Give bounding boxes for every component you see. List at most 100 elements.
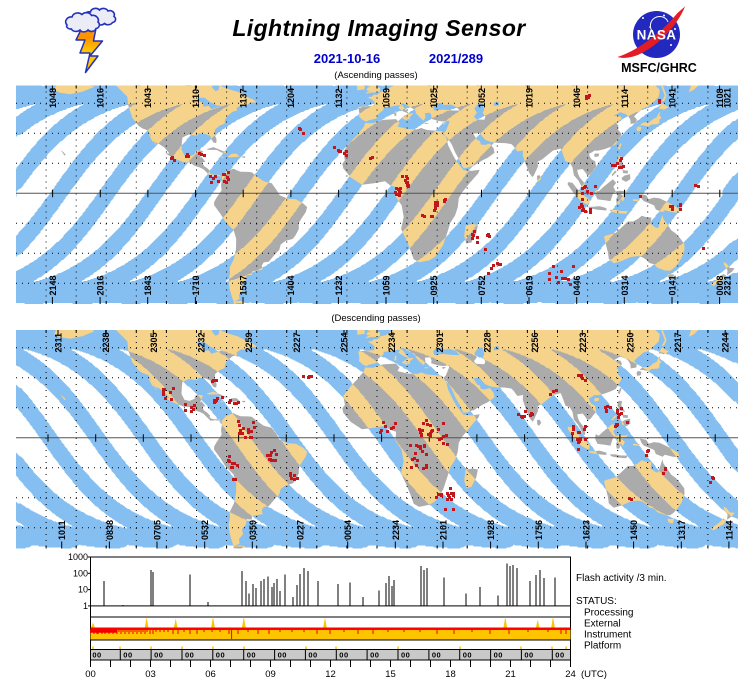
svg-text:0314: 0314 xyxy=(620,275,630,295)
svg-text:2021-10-16: 2021-10-16 xyxy=(314,51,381,66)
svg-text:0446: 0446 xyxy=(572,275,582,295)
svg-text:2244: 2244 xyxy=(721,332,731,352)
svg-text:1108: 1108 xyxy=(715,88,725,108)
svg-text:2305: 2305 xyxy=(149,332,159,352)
svg-text:21: 21 xyxy=(505,669,516,680)
svg-text:Flash activity /3 min.: Flash activity /3 min. xyxy=(576,573,667,584)
svg-text:1843: 1843 xyxy=(143,275,153,295)
svg-text:15: 15 xyxy=(385,669,396,680)
svg-text:0532: 0532 xyxy=(200,520,210,540)
svg-text:24: 24 xyxy=(565,669,576,680)
svg-text:06: 06 xyxy=(205,669,216,680)
svg-text:1059: 1059 xyxy=(382,275,392,295)
svg-text:1046: 1046 xyxy=(572,88,582,108)
svg-text:00: 00 xyxy=(278,651,287,660)
svg-text:1623: 1623 xyxy=(582,520,592,540)
svg-text:0359: 0359 xyxy=(248,520,258,540)
svg-text:00: 00 xyxy=(308,651,317,660)
svg-text:2234: 2234 xyxy=(387,332,397,352)
svg-text:00: 00 xyxy=(92,651,101,660)
svg-text:MSFC/GHRC: MSFC/GHRC xyxy=(621,61,697,75)
svg-text:1021: 1021 xyxy=(723,88,733,108)
svg-text:00: 00 xyxy=(185,651,194,660)
svg-text:2321: 2321 xyxy=(723,275,733,295)
svg-text:Processing: Processing xyxy=(584,608,633,619)
svg-text:2256: 2256 xyxy=(530,332,540,352)
svg-text:1025: 1025 xyxy=(429,88,439,108)
svg-text:External: External xyxy=(584,619,621,630)
svg-text:0619: 0619 xyxy=(525,275,535,295)
svg-text:0141: 0141 xyxy=(668,275,678,295)
svg-text:1048: 1048 xyxy=(48,88,58,108)
svg-text:00: 00 xyxy=(216,651,225,660)
svg-text:1041: 1041 xyxy=(668,88,678,108)
svg-text:00: 00 xyxy=(339,651,348,660)
svg-text:00: 00 xyxy=(524,651,533,660)
svg-text:03: 03 xyxy=(145,669,156,680)
svg-text:2217: 2217 xyxy=(673,332,683,352)
svg-text:00: 00 xyxy=(555,651,564,660)
svg-text:1450: 1450 xyxy=(629,520,639,540)
svg-text:NASA: NASA xyxy=(637,28,677,43)
svg-text:10: 10 xyxy=(78,585,88,595)
svg-text:0008: 0008 xyxy=(715,275,725,295)
svg-text:1019: 1019 xyxy=(525,88,535,108)
svg-text:2238: 2238 xyxy=(101,332,111,352)
svg-text:1132: 1132 xyxy=(334,88,344,108)
svg-text:1110: 1110 xyxy=(191,89,201,108)
svg-text:2232: 2232 xyxy=(197,332,207,352)
svg-text:(Descending passes): (Descending passes) xyxy=(331,313,420,324)
svg-text:1137: 1137 xyxy=(239,88,249,108)
svg-text:(UTC): (UTC) xyxy=(581,669,607,680)
svg-text:2223: 2223 xyxy=(578,332,588,352)
svg-text:1114: 1114 xyxy=(620,89,630,108)
svg-text:1: 1 xyxy=(83,601,88,611)
svg-text:1043: 1043 xyxy=(143,88,153,108)
svg-text:STATUS:: STATUS: xyxy=(576,596,617,607)
svg-text:00: 00 xyxy=(123,651,132,660)
svg-text:2227: 2227 xyxy=(292,332,302,352)
svg-text:09: 09 xyxy=(265,669,276,680)
svg-text:1404: 1404 xyxy=(286,275,296,295)
svg-text:2228: 2228 xyxy=(482,332,492,352)
svg-text:1710: 1710 xyxy=(191,275,201,295)
svg-text:2016: 2016 xyxy=(96,275,106,295)
svg-text:Lightning Imaging Sensor: Lightning Imaging Sensor xyxy=(232,15,526,41)
svg-text:0925: 0925 xyxy=(429,275,439,295)
svg-text:0227: 0227 xyxy=(296,520,306,540)
svg-text:00: 00 xyxy=(494,651,503,660)
svg-text:1011: 1011 xyxy=(57,520,67,540)
svg-text:1204: 1204 xyxy=(286,88,296,108)
svg-text:1756: 1756 xyxy=(534,520,544,540)
svg-text:1000: 1000 xyxy=(68,552,88,562)
svg-text:2311: 2311 xyxy=(54,333,64,353)
svg-text:00: 00 xyxy=(370,651,379,660)
svg-text:2254: 2254 xyxy=(340,332,350,352)
svg-text:0838: 0838 xyxy=(105,520,115,540)
svg-text:Platform: Platform xyxy=(584,641,621,652)
svg-text:2148: 2148 xyxy=(48,275,58,295)
svg-text:1317: 1317 xyxy=(677,520,687,540)
svg-text:Instrument: Instrument xyxy=(584,630,631,641)
svg-text:2101: 2101 xyxy=(439,520,449,540)
svg-text:12: 12 xyxy=(325,669,336,680)
svg-text:00: 00 xyxy=(154,651,163,660)
svg-text:2021/289: 2021/289 xyxy=(429,51,483,66)
svg-text:1928: 1928 xyxy=(486,520,496,540)
svg-text:00: 00 xyxy=(85,669,96,680)
svg-text:1537: 1537 xyxy=(239,275,249,295)
svg-text:1232: 1232 xyxy=(334,275,344,295)
svg-text:00: 00 xyxy=(432,651,441,660)
svg-text:1052: 1052 xyxy=(477,88,487,108)
svg-text:2250: 2250 xyxy=(625,332,635,352)
svg-text:00: 00 xyxy=(247,651,256,660)
svg-text:0705: 0705 xyxy=(153,520,163,540)
svg-text:0054: 0054 xyxy=(343,520,353,540)
svg-text:00: 00 xyxy=(463,651,472,660)
svg-text:2301: 2301 xyxy=(435,332,445,352)
svg-text:1016: 1016 xyxy=(96,88,106,108)
svg-text:1144: 1144 xyxy=(724,520,734,540)
svg-text:0752: 0752 xyxy=(477,275,487,295)
svg-text:2259: 2259 xyxy=(244,332,254,352)
svg-text:(Ascending passes): (Ascending passes) xyxy=(334,70,417,81)
